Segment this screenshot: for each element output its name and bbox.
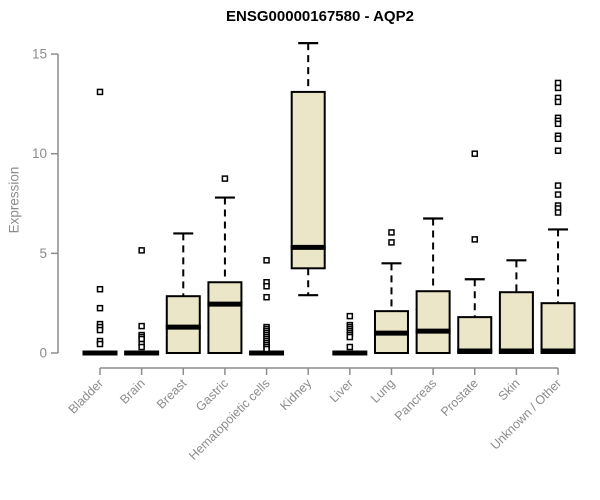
box-skin	[498, 259, 534, 354]
outlier-point	[471, 150, 479, 157]
box-hematopoietic-cells	[249, 257, 285, 356]
box-lung	[373, 229, 409, 355]
box-prostate	[457, 150, 493, 355]
outlier-point	[346, 343, 354, 351]
x-tick-label-bladder: Bladder	[66, 376, 106, 416]
outlier-point	[96, 340, 104, 348]
box-bladder	[82, 88, 118, 356]
x-tick-label-skin: Skin	[495, 376, 522, 403]
box-unknown-other	[540, 79, 576, 354]
y-axis: 0 5 10 15	[32, 47, 59, 361]
outlier-point	[96, 88, 104, 96]
outlier-point	[346, 312, 354, 320]
outlier-point	[346, 333, 354, 341]
outlier-point	[554, 147, 562, 154]
outlier-point	[96, 326, 104, 334]
x-tick-label-gastric: Gastric	[193, 376, 231, 414]
y-tick-label: 15	[32, 47, 47, 62]
x-tick-label-hematopoietic-cells: Hematopoietic cells	[186, 376, 273, 463]
x-tick-label-kidney: Kidney	[277, 376, 314, 413]
box-liver	[332, 312, 368, 356]
box-brain	[124, 247, 160, 356]
outlier-point	[263, 282, 270, 290]
box-gastric	[207, 175, 243, 355]
outlier-point	[221, 175, 229, 182]
outlier-point	[554, 98, 562, 106]
x-tick-label-breast: Breast	[154, 376, 190, 412]
outlier-point	[554, 84, 562, 92]
y-tick-label: 10	[32, 146, 47, 161]
outlier-point	[138, 322, 145, 330]
box-kidney	[290, 41, 326, 297]
outlier-point	[471, 236, 479, 243]
y-tick-label: 5	[39, 246, 47, 261]
outlier-point	[388, 239, 395, 246]
x-tick-label-unknown-other: Unknown / Other	[488, 376, 564, 452]
outlier-point	[96, 304, 104, 312]
outlier-point	[388, 229, 395, 236]
x-tick-label-lung: Lung	[368, 376, 398, 406]
box-pancreas	[415, 217, 451, 355]
x-tick-label-prostate: Prostate	[438, 376, 481, 419]
outlier-point	[554, 120, 562, 128]
x-tick-label-liver: Liver	[327, 376, 356, 405]
outlier-point	[263, 293, 270, 301]
outlier-point	[138, 343, 145, 351]
outlier-point	[138, 247, 145, 254]
outlier-point	[554, 182, 562, 189]
x-tick-label-pancreas: Pancreas	[392, 376, 439, 423]
outlier-point	[554, 191, 562, 198]
outlier-point	[263, 257, 270, 264]
outlier-point	[263, 345, 270, 353]
chart-title: ENSG00000167580 - AQP2	[226, 8, 414, 25]
y-tick-label: 0	[39, 346, 47, 361]
outlier-point	[554, 135, 562, 143]
box-breast	[165, 232, 201, 354]
x-tick-label-brain: Brain	[117, 376, 148, 407]
outlier-point	[96, 285, 104, 293]
outlier-point	[554, 209, 562, 216]
